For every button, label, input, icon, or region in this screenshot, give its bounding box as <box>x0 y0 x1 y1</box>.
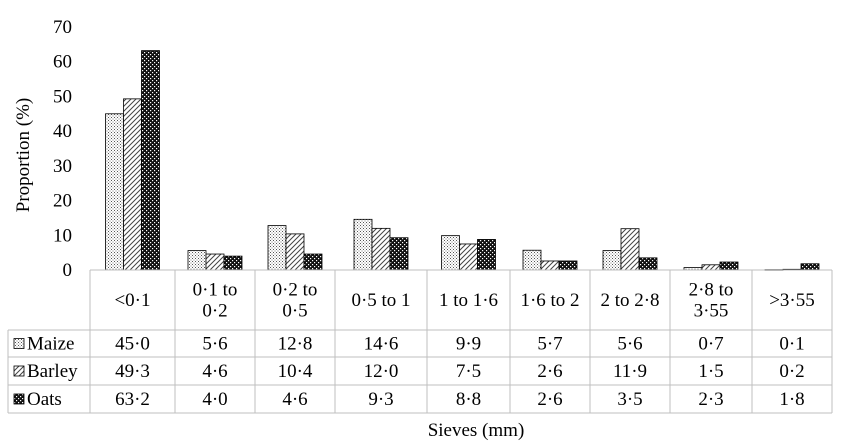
legend-label-maize: Maize <box>27 334 74 355</box>
bar-barley <box>620 228 640 271</box>
data-label: 49·3 <box>115 361 150 382</box>
x-tick-label: 0·5 to 1 <box>351 290 410 311</box>
bar-maize <box>267 225 287 271</box>
x-tick-label: >3·55 <box>769 290 815 311</box>
bar-oats <box>141 50 160 271</box>
bar-oats <box>477 239 496 271</box>
data-label: 2·6 <box>537 389 562 410</box>
data-label: 4·6 <box>282 389 307 410</box>
x-tick-label: 2·8 to <box>689 280 734 301</box>
x-tick-label: 3·55 <box>694 301 729 322</box>
data-label: 0·2 <box>779 361 804 382</box>
y-tick-label: 50 <box>53 86 72 107</box>
legend-label-barley: Barley <box>27 361 78 382</box>
bar-barley <box>123 98 142 271</box>
data-label: 5·6 <box>617 334 642 355</box>
data-label: 12·8 <box>278 334 313 355</box>
data-label: 4·6 <box>202 361 227 382</box>
legend-key-oats <box>13 393 25 405</box>
data-label: 7·5 <box>456 361 481 382</box>
bar-barley <box>205 253 225 271</box>
data-label: 45·0 <box>115 334 150 355</box>
bar-oats <box>638 257 658 271</box>
x-tick-label: 1 to 1·6 <box>439 290 498 311</box>
bar-maize <box>353 218 373 271</box>
x-tick-label: 0·2 to <box>273 280 318 301</box>
bar-oats <box>389 237 409 271</box>
x-tick-label: 0·2 <box>202 301 227 322</box>
bar-barley <box>459 243 478 271</box>
legend-label-oats: Oats <box>27 389 62 410</box>
data-label: 14·6 <box>364 334 399 355</box>
data-label: 5·6 <box>202 334 227 355</box>
bars <box>105 50 820 271</box>
data-label: 9·9 <box>456 334 481 355</box>
data-label: 9·3 <box>368 389 393 410</box>
data-label: 63·2 <box>115 389 150 410</box>
bar-oats <box>303 253 323 271</box>
data-label: 5·7 <box>537 334 562 355</box>
data-label: 0·7 <box>698 334 723 355</box>
bar-barley <box>540 260 560 271</box>
x-tick-label: <0·1 <box>114 290 150 311</box>
data-label: 8·8 <box>456 389 481 410</box>
data-label: 10·4 <box>278 361 313 382</box>
bar-barley <box>371 227 391 271</box>
data-label: 3·5 <box>617 389 642 410</box>
y-tick-label: 20 <box>53 191 72 212</box>
y-tick-label: 10 <box>53 225 72 246</box>
y-tick-label: 60 <box>53 52 72 73</box>
y-axis-title: Proportion (%) <box>13 98 34 213</box>
legend-key-maize <box>13 338 25 349</box>
bar-maize <box>441 235 460 271</box>
data-label: 2·3 <box>698 389 723 410</box>
bar-maize <box>602 250 622 271</box>
y-tick-label: 40 <box>53 121 72 142</box>
y-axis: 0 10 20 30 40 50 60 70 <box>53 17 72 281</box>
x-tick-label: 0·5 <box>282 301 307 322</box>
x-tick-label: 2 to 2·8 <box>600 290 659 311</box>
bar-oats <box>223 255 243 271</box>
x-tick-label: 0·1 to <box>193 280 238 301</box>
bar-maize <box>187 250 207 271</box>
bar-barley <box>701 264 721 271</box>
bar-maize <box>105 113 124 271</box>
y-tick-label: 0 <box>63 260 73 281</box>
bar-oats <box>719 261 739 271</box>
data-label: 12·0 <box>364 361 399 382</box>
data-label: 1·5 <box>698 361 723 382</box>
x-axis-title: Sieves (mm) <box>428 420 525 441</box>
x-tick-label: 1·6 to 2 <box>520 290 579 311</box>
bar-maize <box>522 249 542 271</box>
data-label: 11·9 <box>613 361 647 382</box>
data-label: 4·0 <box>202 389 227 410</box>
legend-key-barley <box>13 365 25 377</box>
bar-oats <box>800 263 820 271</box>
bar-barley <box>285 233 305 271</box>
y-tick-label: 70 <box>53 17 72 38</box>
y-tick-label: 30 <box>53 156 72 177</box>
bar-oats <box>558 260 578 271</box>
data-label: 0·1 <box>779 334 804 355</box>
data-label: 1·8 <box>779 389 804 410</box>
data-label: 2·6 <box>537 361 562 382</box>
